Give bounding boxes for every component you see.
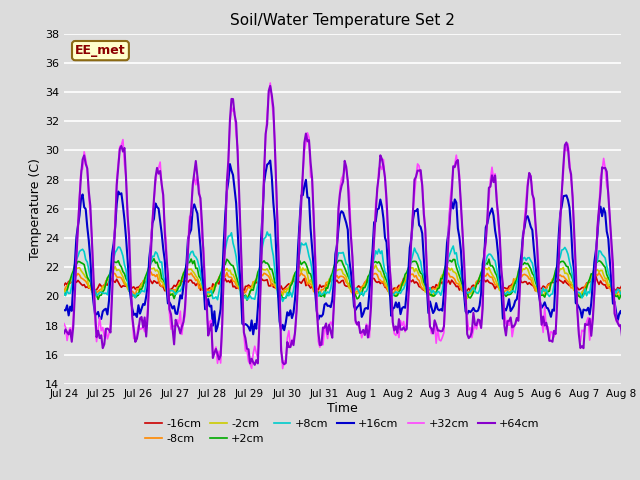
+8cm (486, 252, 494, 257)
-8cm (80, 277, 88, 283)
-8cm (575, 292, 582, 298)
-16cm (573, 285, 581, 290)
+8cm (279, 299, 287, 304)
+64cm (266, 83, 274, 89)
-16cm (80, 282, 88, 288)
X-axis label: Time: Time (327, 402, 358, 415)
-16cm (592, 274, 600, 279)
-16cm (99, 285, 107, 290)
+64cm (60, 330, 68, 336)
+2cm (486, 263, 494, 269)
+16cm (60, 307, 68, 313)
+32cm (486, 176, 494, 182)
Text: EE_met: EE_met (75, 44, 126, 57)
-16cm (60, 283, 68, 288)
-2cm (463, 296, 471, 301)
+8cm (575, 289, 582, 295)
Line: +8cm: +8cm (64, 232, 640, 301)
Line: -16cm: -16cm (64, 276, 640, 293)
+64cm (486, 184, 494, 190)
-8cm (147, 269, 155, 275)
+32cm (266, 80, 274, 86)
+16cm (369, 247, 376, 252)
-16cm (367, 278, 375, 284)
+2cm (99, 289, 107, 295)
Line: +32cm: +32cm (64, 83, 640, 369)
+16cm (575, 304, 582, 310)
+64cm (99, 345, 107, 351)
+64cm (80, 153, 88, 158)
-16cm (485, 279, 493, 285)
+16cm (486, 209, 494, 215)
+16cm (99, 309, 107, 314)
+16cm (80, 204, 88, 210)
+32cm (279, 366, 287, 372)
-2cm (60, 289, 68, 295)
+2cm (243, 297, 251, 303)
Line: -2cm: -2cm (64, 265, 640, 299)
Line: +16cm: +16cm (64, 160, 640, 334)
Y-axis label: Temperature (C): Temperature (C) (29, 158, 42, 260)
+32cm (369, 272, 376, 277)
+64cm (251, 362, 259, 368)
-8cm (60, 288, 68, 294)
+64cm (369, 261, 376, 267)
+8cm (263, 229, 271, 235)
+32cm (60, 321, 68, 326)
Line: -8cm: -8cm (64, 272, 640, 296)
+2cm (80, 262, 88, 267)
-16cm (240, 290, 248, 296)
+32cm (80, 149, 88, 155)
Line: +64cm: +64cm (64, 86, 640, 365)
+2cm (60, 292, 68, 298)
+8cm (369, 263, 376, 268)
-2cm (365, 273, 373, 278)
+8cm (80, 249, 88, 254)
+2cm (150, 256, 158, 262)
+2cm (575, 293, 582, 299)
+16cm (250, 331, 257, 337)
-2cm (486, 268, 494, 274)
+16cm (266, 157, 274, 163)
+8cm (60, 290, 68, 296)
+8cm (99, 290, 107, 296)
Legend: -16cm, -8cm, -2cm, +2cm, +8cm, +16cm, +32cm, +64cm: -16cm, -8cm, -2cm, +2cm, +8cm, +16cm, +3… (141, 414, 544, 448)
-8cm (486, 274, 494, 280)
-2cm (99, 284, 107, 290)
-2cm (372, 262, 380, 268)
+64cm (575, 331, 582, 337)
+2cm (369, 261, 376, 267)
Line: +2cm: +2cm (64, 259, 640, 300)
-2cm (80, 272, 88, 278)
+32cm (575, 330, 582, 336)
-8cm (131, 293, 139, 299)
Title: Soil/Water Temperature Set 2: Soil/Water Temperature Set 2 (230, 13, 455, 28)
-8cm (369, 272, 376, 278)
-2cm (575, 290, 582, 296)
-8cm (99, 283, 107, 289)
+32cm (99, 324, 107, 330)
